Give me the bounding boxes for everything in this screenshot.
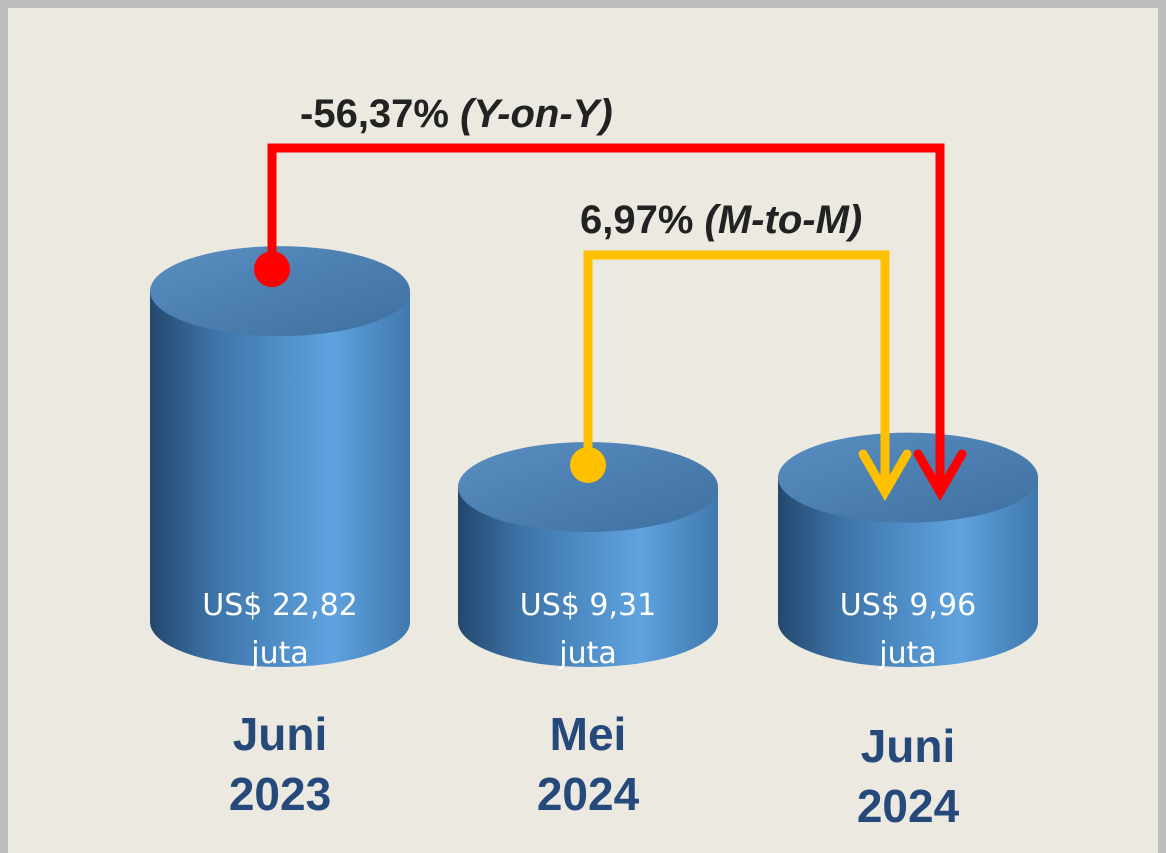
arrow-head (858, 449, 912, 501)
cylinder-top (778, 432, 1038, 523)
annotation: -56,37% (Y-on-Y) (300, 92, 613, 137)
annotation-value: -56,37% (300, 92, 461, 136)
connector-line (583, 250, 890, 492)
x-tick-label: Juni 2023 (228, 708, 332, 820)
arrow-head (913, 449, 967, 501)
value-label: US$ 9,96 juta (839, 588, 977, 671)
connector-line (267, 143, 945, 492)
x-tick-label: Mei 2024 (536, 708, 640, 820)
value-label: US$ 22,82 juta (202, 588, 358, 671)
connector-dot (254, 251, 290, 288)
annotation-period: (M-to-M) (704, 198, 863, 242)
annotation-period: (Y-on-Y) (460, 92, 613, 136)
cylinder-top (150, 246, 410, 337)
connector-dot (570, 447, 606, 484)
cylinder-body (150, 291, 410, 667)
annotation-value: 6,97% (580, 198, 705, 242)
cylinder-top (458, 442, 718, 533)
annotation: 6,97% (M-to-M) (580, 198, 862, 243)
cylinder-body (458, 487, 718, 667)
cylinder-body (778, 477, 1038, 667)
x-tick-label: Juni 2024 (856, 720, 960, 832)
value-label: US$ 9,31 juta (519, 588, 657, 671)
